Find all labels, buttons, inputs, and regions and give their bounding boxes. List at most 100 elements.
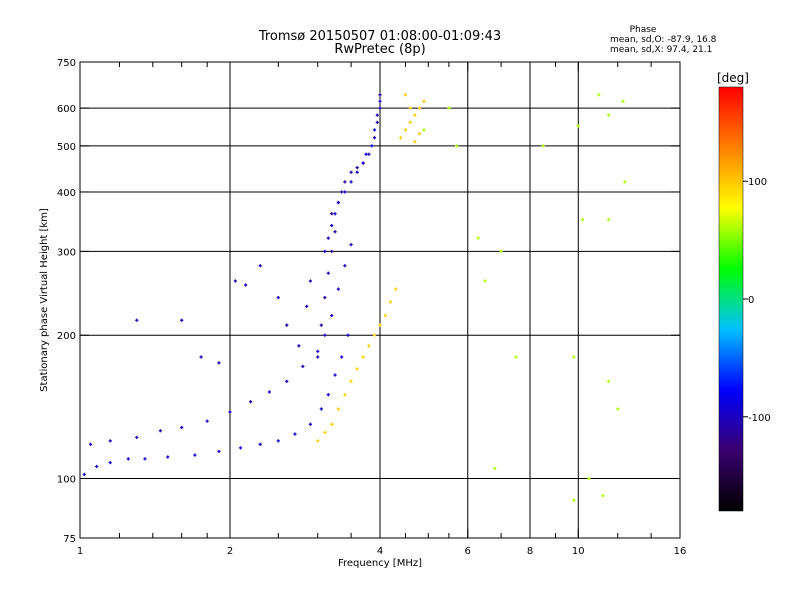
- data-point: [355, 367, 359, 371]
- data-point: [323, 333, 327, 337]
- data-point: [367, 152, 371, 156]
- data-point: [316, 439, 320, 443]
- data-point: [364, 152, 368, 156]
- data-point: [413, 113, 417, 117]
- data-point: [258, 264, 262, 268]
- data-point: [346, 333, 350, 337]
- data-point: [372, 333, 377, 337]
- data-point: [319, 323, 323, 327]
- data-point: [403, 128, 408, 132]
- data-point: [340, 355, 344, 359]
- data-point: [355, 166, 359, 170]
- data-point: [308, 279, 313, 283]
- data-point: [193, 453, 197, 457]
- data-point: [276, 439, 280, 443]
- data-point: [349, 180, 353, 184]
- data-point: [493, 466, 497, 471]
- data-point: [349, 379, 353, 383]
- data-point: [447, 106, 451, 110]
- data-point: [349, 170, 353, 174]
- data-point: [355, 170, 359, 174]
- data-point: [375, 120, 379, 124]
- data-point: [330, 313, 334, 318]
- data-point: [333, 212, 337, 216]
- colorbar: [deg] 100 0 -100: [717, 71, 771, 512]
- axis-ticks: 1 2 4 6 8 10 16 75 100 200 300 400 500 600 750: [57, 58, 686, 557]
- data-point: [238, 446, 243, 450]
- data-point: [285, 379, 289, 383]
- data-point: [372, 136, 377, 140]
- data-point: [378, 106, 382, 110]
- data-point: [316, 349, 320, 353]
- data-point: [383, 313, 387, 318]
- phase-x-stats: mean, sd,X: 97.4, 21.1: [610, 45, 712, 55]
- data-point: [343, 264, 347, 268]
- data-point: [499, 249, 503, 254]
- data-points: [82, 93, 627, 502]
- data-point: [330, 422, 334, 426]
- data-point: [333, 373, 337, 377]
- data-point: [326, 393, 330, 397]
- data-point: [95, 464, 99, 469]
- data-point: [514, 355, 518, 359]
- data-point: [343, 393, 347, 397]
- data-point: [388, 300, 393, 304]
- colorbar-label: [deg]: [717, 71, 749, 85]
- data-point: [587, 476, 591, 481]
- x-tick-label: 2: [227, 546, 233, 557]
- data-point: [370, 144, 374, 148]
- data-point: [336, 287, 340, 291]
- data-point: [372, 128, 377, 132]
- phase-header: Phase: [630, 25, 657, 35]
- data-point: [375, 113, 379, 117]
- data-point: [333, 230, 337, 234]
- y-axis-label: Stationary phase Virtual Height [km]: [39, 208, 50, 392]
- y-tick-label: 500: [57, 142, 76, 153]
- x-tick-label: 16: [674, 546, 687, 557]
- y-tick-label: 100: [57, 475, 76, 486]
- data-point: [180, 318, 184, 322]
- data-point: [323, 430, 327, 434]
- data-point: [108, 439, 112, 443]
- data-point: [205, 419, 209, 423]
- colorbar-tick-label: -100: [748, 413, 771, 424]
- data-point: [126, 457, 130, 461]
- data-point: [258, 442, 262, 446]
- data-point: [378, 323, 382, 327]
- data-point: [233, 279, 237, 283]
- x-tick-label: 10: [572, 546, 585, 557]
- data-point: [349, 243, 353, 247]
- data-point: [228, 410, 232, 414]
- data-point: [330, 249, 334, 254]
- data-point: [267, 390, 272, 394]
- phase-o-stats: mean, sd,O: -87.9, 16.8: [610, 35, 717, 45]
- data-point: [88, 442, 93, 446]
- data-point: [597, 93, 601, 97]
- data-point: [408, 106, 412, 110]
- data-point: [276, 295, 280, 300]
- data-point: [143, 457, 147, 461]
- y-tick-label: 400: [57, 188, 76, 199]
- data-point: [399, 136, 403, 140]
- data-point: [323, 249, 327, 254]
- data-point: [326, 271, 330, 275]
- data-point: [166, 455, 170, 459]
- data-point: [319, 407, 323, 411]
- data-point: [378, 93, 382, 97]
- y-tick-label: 750: [57, 58, 76, 69]
- data-point: [135, 435, 139, 440]
- data-point: [217, 361, 221, 365]
- data-point: [316, 355, 320, 359]
- data-point: [580, 217, 585, 222]
- data-point: [180, 425, 184, 430]
- data-point: [476, 236, 480, 240]
- data-point: [621, 99, 625, 103]
- data-point: [417, 106, 422, 110]
- data-point: [455, 144, 459, 148]
- data-point: [305, 304, 309, 308]
- data-point: [417, 132, 422, 136]
- grid-lines: [80, 62, 680, 538]
- data-point: [336, 200, 340, 205]
- colorbar-tick-label: 0: [748, 295, 754, 306]
